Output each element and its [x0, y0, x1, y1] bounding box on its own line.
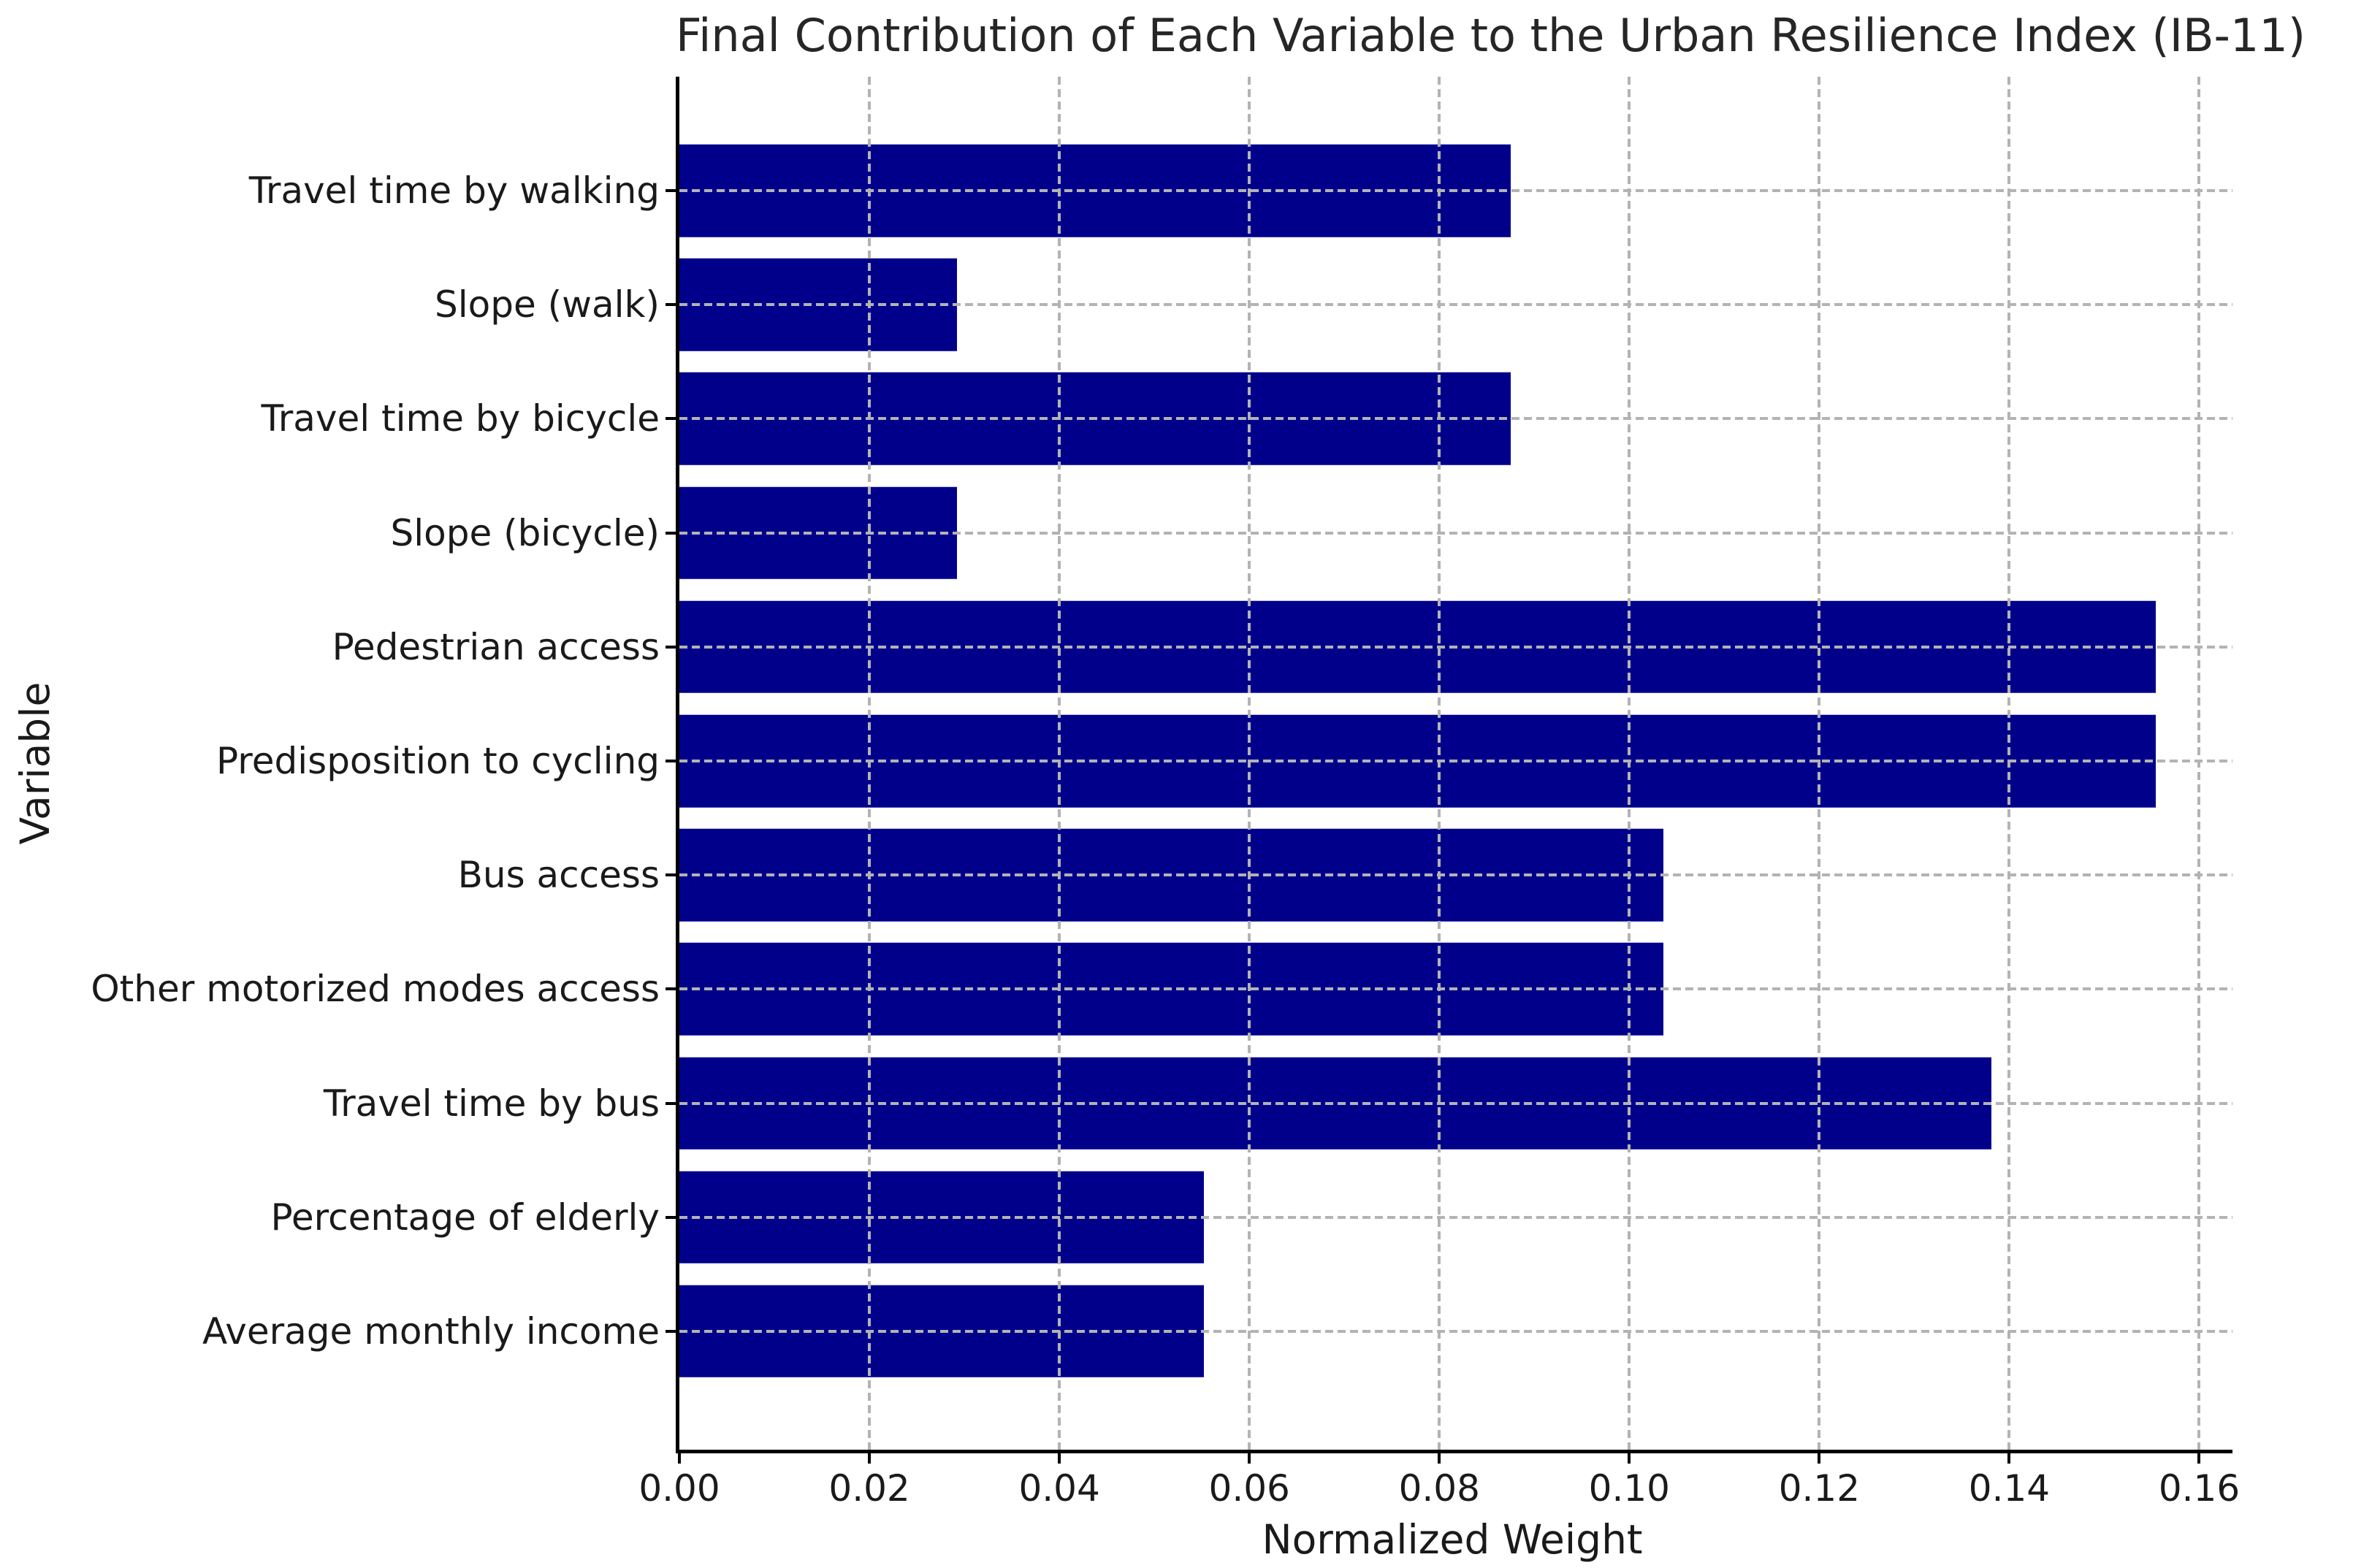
horizontal-gridline [679, 987, 2232, 991]
y-tick-label: Slope (walk) [434, 283, 660, 326]
y-tick-mark [666, 189, 676, 193]
x-tick-label: 0.06 [1208, 1467, 1290, 1510]
x-tick-label: 0.12 [1778, 1467, 1861, 1510]
y-tick-label: Pedestrian access [332, 625, 660, 668]
x-tick-label: 0.00 [638, 1467, 720, 1510]
category-row: Travel time by bicycle [262, 362, 2232, 475]
y-tick-mark [666, 645, 676, 649]
category-row: Percentage of elderly [271, 1160, 2232, 1274]
x-axis-label: Normalized Weight [1262, 1516, 1643, 1563]
x-tick-mark [1818, 1453, 1821, 1464]
y-tick-mark [666, 873, 676, 877]
x-tick-label: 0.02 [828, 1467, 910, 1510]
horizontal-gridline [679, 645, 2232, 649]
x-tick-mark [2007, 1453, 2011, 1464]
vertical-gridline [1628, 77, 1631, 1450]
chart-title: Final Contribution of Each Variable to t… [676, 9, 2306, 62]
category-row: Bus access [458, 818, 2232, 932]
y-tick-label: Travel time by bus [323, 1082, 660, 1125]
x-tick-mark [1438, 1453, 1441, 1464]
horizontal-gridline [679, 1215, 2232, 1219]
category-row: Slope (bicycle) [391, 476, 2232, 590]
horizontal-gridline [679, 1329, 2232, 1333]
vertical-gridline [1058, 77, 1061, 1450]
y-tick-label: Predisposition to cycling [216, 740, 660, 783]
x-tick-mark [868, 1453, 872, 1464]
horizontal-gridline [679, 760, 2232, 763]
x-tick-label: 0.10 [1588, 1467, 1670, 1510]
y-tick-label: Bus access [457, 854, 660, 897]
y-tick-mark [666, 417, 676, 421]
y-tick-label: Slope (bicycle) [390, 511, 660, 554]
plot-area: Travel time by walking Slope (walk) Travel… [91, 77, 2240, 1510]
y-tick-label: Other motorized modes access [91, 968, 660, 1011]
y-tick-label: Travel time by walking [248, 169, 660, 213]
category-row: Predisposition to cycling [216, 704, 2232, 818]
horizontal-gridline [679, 189, 2232, 193]
category-row: Travel time by bus [324, 1047, 2232, 1160]
category-row: Pedestrian access [332, 590, 2232, 704]
y-axis-label: Variable [12, 681, 58, 845]
x-tick-mark [1058, 1453, 1061, 1464]
horizontal-gridline [679, 531, 2232, 535]
vertical-gridline [1248, 77, 1251, 1450]
rows: Travel time by walking Slope (walk) Travel… [91, 77, 2232, 1450]
y-tick-mark [666, 1215, 676, 1219]
y-tick-mark [666, 1329, 676, 1333]
y-tick-mark [666, 531, 676, 535]
y-tick-mark [666, 303, 676, 307]
x-tick-mark [1628, 1453, 1631, 1464]
horizontal-gridline [679, 417, 2232, 421]
horizontal-gridline [679, 1101, 2232, 1105]
category-row: Slope (walk) [435, 248, 2232, 362]
y-tick-mark [666, 760, 676, 763]
x-tick-mark [1248, 1453, 1251, 1464]
x-tick-mark [678, 1453, 681, 1464]
category-row: Travel time by walking [249, 134, 2232, 248]
x-tick-label: 0.14 [1968, 1467, 2051, 1510]
x-tick-label: 0.08 [1398, 1467, 1480, 1510]
y-tick-mark [666, 1101, 676, 1105]
x-tick-label: 0.04 [1018, 1467, 1100, 1510]
horizontal-gridline [679, 303, 2232, 307]
vertical-gridline [1818, 77, 1821, 1450]
vertical-gridline [868, 77, 872, 1450]
y-tick-label: Average monthly income [202, 1309, 660, 1353]
x-tick-label: 0.16 [2158, 1467, 2241, 1510]
y-tick-label: Travel time by bicycle [261, 397, 660, 440]
category-row: Average monthly income [202, 1274, 2232, 1388]
x-tick-mark [2197, 1453, 2201, 1464]
vertical-gridline [2007, 77, 2011, 1450]
vertical-gridline [1438, 77, 1441, 1450]
horizontal-gridline [679, 873, 2232, 877]
vertical-gridline [2197, 77, 2201, 1450]
y-tick-mark [666, 987, 676, 991]
category-row: Other motorized modes access [91, 932, 2232, 1046]
y-tick-label: Percentage of elderly [270, 1196, 660, 1239]
